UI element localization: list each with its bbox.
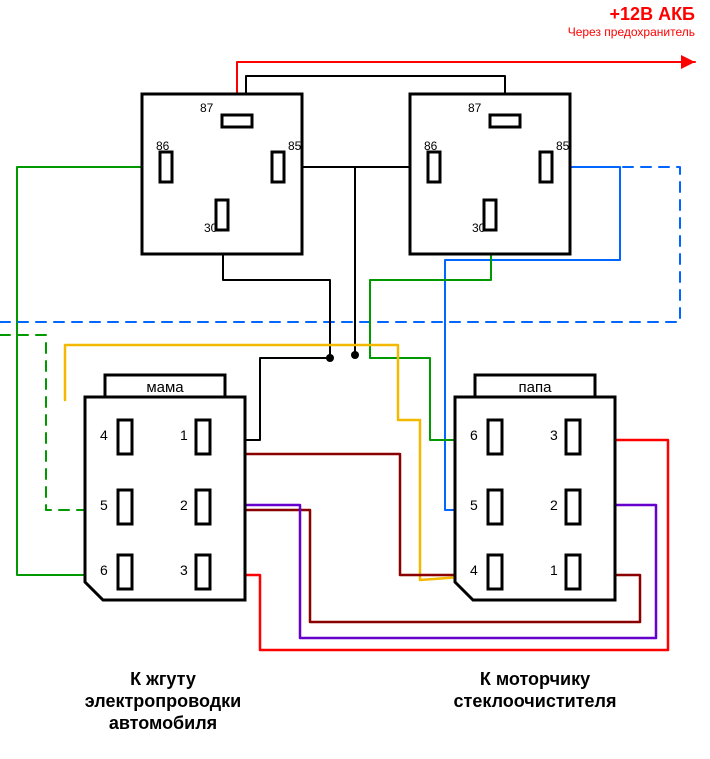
conn-left-pin-1-label: 1 [180,427,188,443]
relay-left-pin-85 [272,152,284,182]
header-fuse: Через предохранитель [568,25,695,39]
conn-right-pin-5-label: 5 [470,497,478,513]
relay-right-pin-87-label: 87 [468,101,482,115]
header-voltage: +12В АКБ [610,4,696,24]
relay-right-pin-85-label: 85 [556,139,570,153]
conn-right-pin-2 [566,490,580,524]
conn-right-pin-3-label: 3 [550,427,558,443]
conn-left-pin-5-label: 5 [100,497,108,513]
relay-left-pin-86 [160,152,172,182]
conn-right-pin-5 [488,490,502,524]
relay-left-pin-30-label: 30 [204,221,218,235]
conn-right-caption-0: К моторчику [480,669,590,689]
conn-left-caption-1: электропроводки [85,691,241,711]
conn-left-caption-0: К жгуту [130,669,196,689]
conn-right-pin-4 [488,555,502,589]
conn-left-pin-6-label: 6 [100,562,108,578]
conn-right-pin-4-label: 4 [470,562,478,578]
conn-left-pin-5 [118,490,132,524]
relay-right-pin-85 [540,152,552,182]
conn-right-pin-2-label: 2 [550,497,558,513]
relay-right-pin-30 [484,200,496,230]
relay-right-pin-87 [490,115,520,127]
conn-left-pin-3 [196,555,210,589]
conn-right-pin-6-label: 6 [470,427,478,443]
relay-right: 30 85 86 87 [410,94,570,254]
relay-left-pin-85-label: 85 [288,139,302,153]
dot-1 [351,351,359,359]
conn-right-title: папа [519,379,553,396]
conn-left-body [85,397,245,600]
conn-right-body [455,397,615,600]
relay-left-pin-30 [216,200,228,230]
conn-left-pin-1 [196,420,210,454]
conn-left-pin-4-label: 4 [100,427,108,443]
relay-right-pin-86 [428,152,440,182]
relay-left: 30 85 86 87 [142,94,302,254]
relay-right-pin-86-label: 86 [424,139,438,153]
conn-right-pin-1 [566,555,580,589]
conn-left-pin-6 [118,555,132,589]
conn-left-title: мама [146,379,184,396]
conn-left-pin-4 [118,420,132,454]
conn-right-caption-1: стеклоочистителя [454,691,617,711]
dot-2 [326,354,334,362]
conn-right-pin-3 [566,420,580,454]
relay-left-pin-87 [222,115,252,127]
relay-left-pin-87-label: 87 [200,101,214,115]
relay-right-pin-30-label: 30 [472,221,486,235]
conn-left-pin-2 [196,490,210,524]
conn-left-pin-3-label: 3 [180,562,188,578]
conn-right-pin-1-label: 1 [550,562,558,578]
relay-left-pin-86-label: 86 [156,139,170,153]
conn-left-caption-2: автомобиля [109,713,217,733]
conn-right-pin-6 [488,420,502,454]
conn-left-pin-2-label: 2 [180,497,188,513]
